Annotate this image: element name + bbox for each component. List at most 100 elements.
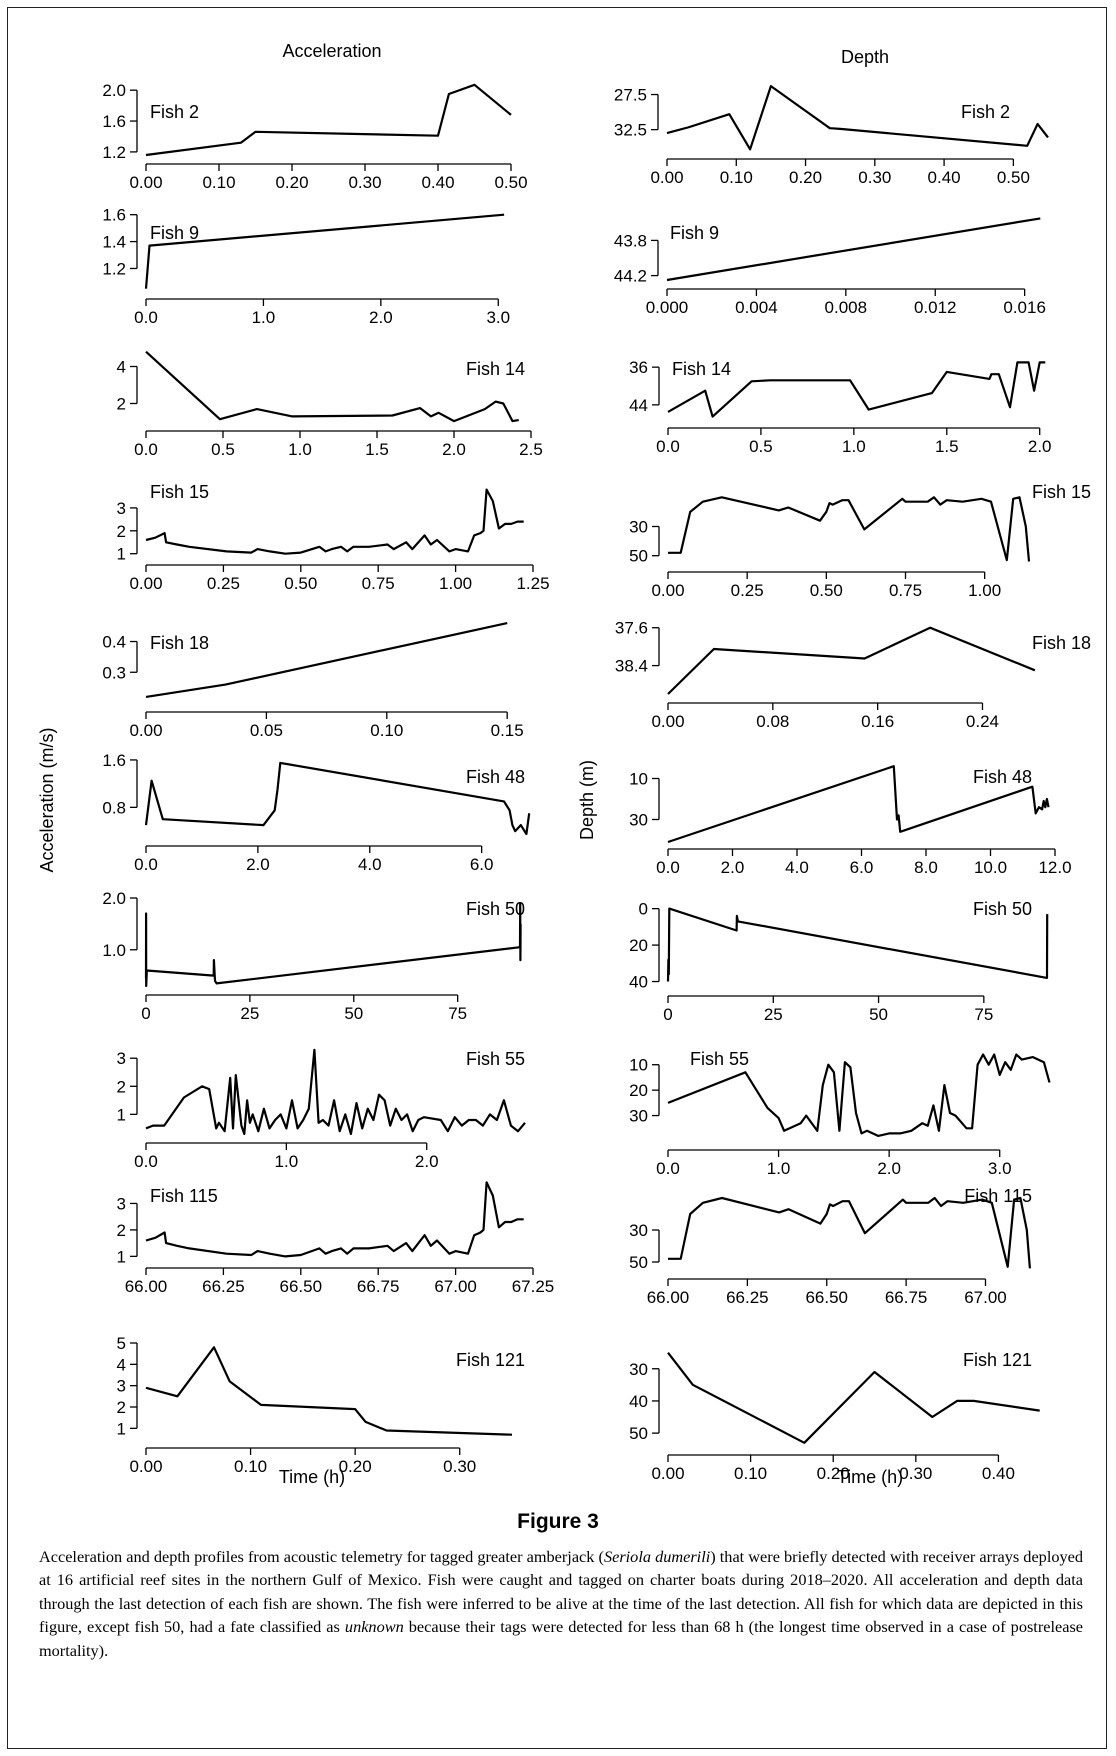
x-tick-label: 66.25 xyxy=(726,1288,769,1307)
x-tick-label: 0.50 xyxy=(997,168,1030,187)
x-tick-label: 1.0 xyxy=(842,437,866,456)
y-tick-label: 3 xyxy=(117,1194,126,1213)
x-tick-label: 67.25 xyxy=(512,1277,555,1296)
fish-label: Fish 121 xyxy=(963,1350,1032,1370)
x-tick-label: 0.5 xyxy=(749,437,773,456)
fish-label: Fish 50 xyxy=(466,899,525,919)
x-tick-label: 3.0 xyxy=(486,308,510,327)
y-tick-label: 20 xyxy=(629,1081,648,1100)
y-tick-label: 0.8 xyxy=(102,798,126,817)
panel-acceleration-fish-55: 0.0 1.0 2.0 1 2 3 Fish 55 xyxy=(117,1048,526,1171)
y-axis-label-acceleration: Acceleration (m/s) xyxy=(37,727,57,872)
panel-acceleration-fish-115: 66.00 66.25 66.50 66.75 67.00 67.25 1 2 3 Fish 11… xyxy=(117,1181,555,1296)
y-tick-label: 1.0 xyxy=(102,941,126,960)
y-tick-label: 30 xyxy=(629,1107,648,1126)
x-tick-label: 0.08 xyxy=(756,712,789,731)
x-axis-label-depth: Time (h) xyxy=(837,1467,903,1487)
y-tick-label: 44 xyxy=(629,396,648,415)
x-tick-label: 75 xyxy=(448,1004,467,1023)
y-tick-label: 2 xyxy=(117,1398,126,1417)
x-tick-label: 0.0 xyxy=(134,1152,158,1171)
panel-depth-fish-15: 0.00 0.25 0.50 0.75 1.00 30 50 Fish 15 xyxy=(629,482,1091,600)
x-tick-label: 0.20 xyxy=(817,1464,850,1483)
fish-label: Fish 55 xyxy=(466,1049,525,1069)
series-line-depth xyxy=(667,765,1050,844)
panel-acceleration-fish-18: 0.00 0.05 0.10 0.15 0.3 0.4 Fish 18 xyxy=(102,622,524,740)
x-tick-label: 2.0 xyxy=(369,308,393,327)
panel-acceleration-fish-48: 0.0 2.0 4.0 6.0 0.8 1.6 Fish 48 xyxy=(102,751,531,874)
y-tick-label: 0.3 xyxy=(102,663,126,682)
series-line-depth xyxy=(666,84,1049,151)
y-tick-label: 30 xyxy=(629,811,648,830)
x-tick-label: 0.000 xyxy=(646,298,689,317)
y-tick-label: 3 xyxy=(117,1377,126,1396)
x-tick-label: 50 xyxy=(344,1004,363,1023)
fish-label: Fish 18 xyxy=(1032,633,1091,653)
x-tick-label: 1.5 xyxy=(935,437,959,456)
series-line-acceleration xyxy=(145,1346,513,1436)
y-tick-label: 1 xyxy=(117,545,126,564)
y-tick-label: 1.2 xyxy=(102,259,126,278)
x-tick-label: 2.0 xyxy=(415,1152,439,1171)
series-line-depth xyxy=(668,1196,1031,1269)
y-tick-label: 38.4 xyxy=(615,657,648,676)
x-tick-label: 0.40 xyxy=(421,173,454,192)
series-line-depth xyxy=(667,626,1036,695)
panel-depth-fish-50: 0 25 50 75 0 20 40 Fish 50 xyxy=(629,899,1049,1024)
series-line-depth xyxy=(668,496,1031,562)
fish-label: Fish 9 xyxy=(150,223,199,243)
x-tick-label: 4.0 xyxy=(358,855,382,874)
series-line-acceleration xyxy=(145,350,519,423)
fish-label: Fish 14 xyxy=(672,359,731,379)
x-tick-label: 0.0 xyxy=(134,440,158,459)
x-tick-label: 8.0 xyxy=(914,858,938,877)
x-tick-label: 0.16 xyxy=(861,712,894,731)
fish-label: Fish 115 xyxy=(150,1186,218,1206)
x-tick-label: 0.20 xyxy=(789,168,822,187)
series-line-depth xyxy=(667,1352,1040,1444)
y-tick-label: 2.0 xyxy=(102,81,126,100)
y-tick-label: 0 xyxy=(639,900,648,919)
y-tick-label: 1.6 xyxy=(102,112,126,131)
y-tick-label: 10 xyxy=(629,1056,648,1075)
y-tick-label: 2 xyxy=(117,1221,126,1240)
panel-depth-fish-14: 0.0 0.5 1.0 1.5 2.0 36 44 Fish 14 xyxy=(629,358,1051,456)
x-tick-label: 0.40 xyxy=(928,168,961,187)
x-tick-label: 0.00 xyxy=(129,574,162,593)
fish-label: Fish 2 xyxy=(961,102,1010,122)
y-tick-label: 2.0 xyxy=(102,889,126,908)
x-tick-label: 0.0 xyxy=(656,858,680,877)
y-tick-label: 30 xyxy=(629,518,648,537)
caption-fate: unknown xyxy=(344,1617,404,1637)
x-tick-label: 25 xyxy=(240,1004,259,1023)
x-tick-label: 0 xyxy=(141,1004,150,1023)
caption-part-2: ) that were briefly detected with receiv… xyxy=(39,1547,1083,1637)
x-tick-label: 0.00 xyxy=(651,581,684,600)
x-tick-label: 10.0 xyxy=(974,858,1007,877)
x-tick-label: 2.5 xyxy=(519,440,543,459)
x-tick-label: 0.00 xyxy=(651,712,684,731)
x-tick-label: 0.75 xyxy=(362,574,395,593)
x-tick-label: 66.25 xyxy=(202,1277,245,1296)
x-tick-label: 0.30 xyxy=(348,173,381,192)
x-tick-label: 75 xyxy=(974,1005,993,1024)
y-tick-label: 40 xyxy=(629,973,648,992)
fish-label: Fish 18 xyxy=(150,633,209,653)
x-tick-label: 1.0 xyxy=(288,440,312,459)
y-tick-label: 50 xyxy=(629,547,648,566)
y-tick-label: 43.8 xyxy=(614,231,647,250)
x-tick-label: 0.40 xyxy=(982,1464,1015,1483)
x-tick-label: 0.75 xyxy=(889,581,922,600)
x-tick-label: 0.00 xyxy=(650,168,683,187)
x-tick-label: 0.30 xyxy=(899,1464,932,1483)
y-tick-label: 30 xyxy=(629,1221,648,1240)
x-tick-label: 3.0 xyxy=(988,1159,1012,1178)
x-tick-label: 50 xyxy=(869,1005,888,1024)
x-tick-label: 25 xyxy=(764,1005,783,1024)
x-tick-label: 66.50 xyxy=(805,1288,848,1307)
y-tick-label: 10 xyxy=(629,770,648,789)
x-tick-label: 67.00 xyxy=(434,1277,477,1296)
panel-depth-fish-48: 0.0 2.0 4.0 6.0 8.0 10.0 12.0 10 30 Fish 48 xyxy=(629,765,1072,877)
x-tick-label: 1.0 xyxy=(275,1152,299,1171)
